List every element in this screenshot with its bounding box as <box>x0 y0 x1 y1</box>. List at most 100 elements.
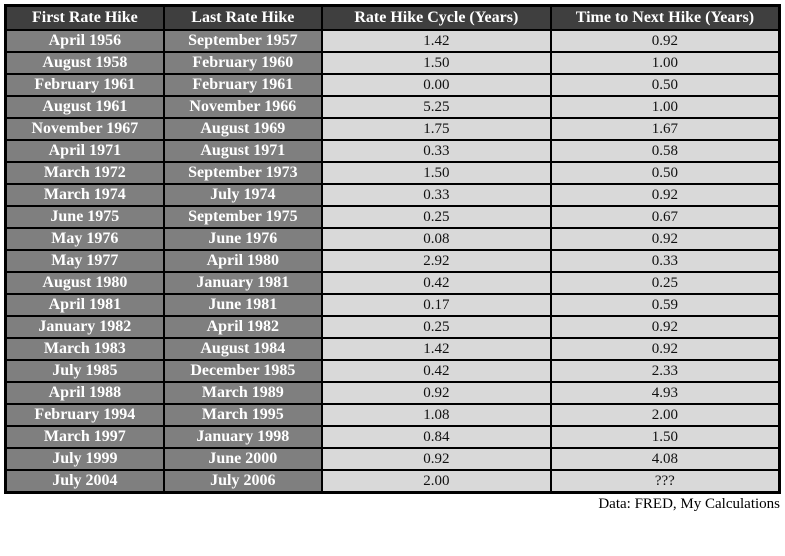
rate-hike-cycle-cell: 0.42 <box>320 359 552 383</box>
time-to-next-hike-cell: 0.50 <box>549 161 781 185</box>
first-rate-hike-cell: March 1997 <box>4 425 165 449</box>
first-rate-hike-cell: July 2004 <box>4 469 165 494</box>
table-row: May 1977 April 1980 2.92 0.33 <box>4 249 781 273</box>
last-rate-hike-cell: March 1995 <box>162 403 323 427</box>
rate-hike-cycle-cell: 2.92 <box>320 249 552 273</box>
column-header-time-to-next-hike: Time to Next Hike (Years) <box>549 4 781 31</box>
rate-hike-cycle-cell: 1.50 <box>320 51 552 75</box>
first-rate-hike-cell: June 1975 <box>4 205 165 229</box>
rate-hike-cycle-cell: 0.92 <box>320 447 552 471</box>
rate-hike-cycle-cell: 1.50 <box>320 161 552 185</box>
time-to-next-hike-cell: 2.00 <box>549 403 781 427</box>
first-rate-hike-cell: August 1980 <box>4 271 165 295</box>
first-rate-hike-cell: March 1983 <box>4 337 165 361</box>
rate-hike-cycle-cell: 1.75 <box>320 117 552 141</box>
rate-hike-cycle-cell: 0.42 <box>320 271 552 295</box>
rate-hike-cycle-cell: 1.08 <box>320 403 552 427</box>
first-rate-hike-cell: August 1961 <box>4 95 165 119</box>
rate-hike-cycle-cell: 2.00 <box>320 469 552 494</box>
time-to-next-hike-cell: 0.33 <box>549 249 781 273</box>
column-header-first-rate-hike: First Rate Hike <box>4 4 165 31</box>
table-row: August 1980 January 1981 0.42 0.25 <box>4 271 781 295</box>
table-row: August 1961 November 1966 5.25 1.00 <box>4 95 781 119</box>
last-rate-hike-cell: February 1960 <box>162 51 323 75</box>
rate-hike-table: First Rate Hike Last Rate Hike Rate Hike… <box>4 4 781 494</box>
first-rate-hike-cell: April 1981 <box>4 293 165 317</box>
last-rate-hike-cell: January 1981 <box>162 271 323 295</box>
table-row: March 1974 July 1974 0.33 0.92 <box>4 183 781 207</box>
table-row: February 1961 February 1961 0.00 0.50 <box>4 73 781 97</box>
time-to-next-hike-cell: 0.50 <box>549 73 781 97</box>
time-to-next-hike-cell: 0.92 <box>549 227 781 251</box>
last-rate-hike-cell: July 1974 <box>162 183 323 207</box>
rate-hike-cycle-cell: 0.33 <box>320 183 552 207</box>
time-to-next-hike-cell: 0.92 <box>549 183 781 207</box>
rate-hike-cycle-cell: 1.42 <box>320 29 552 53</box>
time-to-next-hike-cell: 0.59 <box>549 293 781 317</box>
data-source-credit: Data: FRED, My Calculations <box>598 496 780 512</box>
time-to-next-hike-cell: 1.67 <box>549 117 781 141</box>
last-rate-hike-cell: March 1989 <box>162 381 323 405</box>
table-row: March 1983 August 1984 1.42 0.92 <box>4 337 781 361</box>
last-rate-hike-cell: April 1980 <box>162 249 323 273</box>
table-row: July 1985 December 1985 0.42 2.33 <box>4 359 781 383</box>
time-to-next-hike-cell: ??? <box>549 469 781 494</box>
first-rate-hike-cell: July 1985 <box>4 359 165 383</box>
time-to-next-hike-cell: 1.50 <box>549 425 781 449</box>
table-row: February 1994 March 1995 1.08 2.00 <box>4 403 781 427</box>
column-header-rate-hike-cycle: Rate Hike Cycle (Years) <box>320 4 552 31</box>
table-row: July 2004 July 2006 2.00??? <box>4 469 781 494</box>
time-to-next-hike-cell: 0.25 <box>549 271 781 295</box>
table-row: April 1956 September 1957 1.42 0.92 <box>4 29 781 53</box>
time-to-next-hike-cell: 1.00 <box>549 51 781 75</box>
first-rate-hike-cell: November 1967 <box>4 117 165 141</box>
last-rate-hike-cell: September 1957 <box>162 29 323 53</box>
first-rate-hike-cell: May 1977 <box>4 249 165 273</box>
last-rate-hike-cell: August 1969 <box>162 117 323 141</box>
rate-hike-cycle-cell: 1.42 <box>320 337 552 361</box>
rate-hike-cycle-cell: 0.25 <box>320 315 552 339</box>
table-row: August 1958 February 1960 1.50 1.00 <box>4 51 781 75</box>
table-row: March 1972 September 1973 1.50 0.50 <box>4 161 781 185</box>
first-rate-hike-cell: May 1976 <box>4 227 165 251</box>
first-rate-hike-cell: August 1958 <box>4 51 165 75</box>
rate-hike-cycle-cell: 0.92 <box>320 381 552 405</box>
first-rate-hike-cell: April 1988 <box>4 381 165 405</box>
last-rate-hike-cell: February 1961 <box>162 73 323 97</box>
first-rate-hike-cell: July 1999 <box>4 447 165 471</box>
time-to-next-hike-cell: 1.00 <box>549 95 781 119</box>
rate-hike-cycle-cell: 0.25 <box>320 205 552 229</box>
table-row: April 1988 March 1989 0.92 4.93 <box>4 381 781 405</box>
first-rate-hike-cell: April 1956 <box>4 29 165 53</box>
first-rate-hike-cell: March 1974 <box>4 183 165 207</box>
table-row: April 1971 August 1971 0.33 0.58 <box>4 139 781 163</box>
first-rate-hike-cell: February 1961 <box>4 73 165 97</box>
first-rate-hike-cell: March 1972 <box>4 161 165 185</box>
time-to-next-hike-cell: 4.93 <box>549 381 781 405</box>
time-to-next-hike-cell: 4.08 <box>549 447 781 471</box>
last-rate-hike-cell: June 2000 <box>162 447 323 471</box>
last-rate-hike-cell: July 2006 <box>162 469 323 494</box>
first-rate-hike-cell: February 1994 <box>4 403 165 427</box>
last-rate-hike-cell: June 1981 <box>162 293 323 317</box>
last-rate-hike-cell: December 1985 <box>162 359 323 383</box>
time-to-next-hike-cell: 0.58 <box>549 139 781 163</box>
last-rate-hike-cell: November 1966 <box>162 95 323 119</box>
table-row: March 1997 January 1998 0.84 1.50 <box>4 425 781 449</box>
time-to-next-hike-cell: 0.92 <box>549 337 781 361</box>
rate-hike-cycle-cell: 5.25 <box>320 95 552 119</box>
table-row: July 1999 June 2000 0.92 4.08 <box>4 447 781 471</box>
first-rate-hike-cell: January 1982 <box>4 315 165 339</box>
last-rate-hike-cell: June 1976 <box>162 227 323 251</box>
table-body: April 1956 September 1957 1.42 0.92 August 1… <box>4 29 781 494</box>
header-row: First Rate Hike Last Rate Hike Rate Hike… <box>4 4 781 31</box>
rate-hike-cycle-cell: 0.33 <box>320 139 552 163</box>
table-row: November 1967 August 1969 1.75 1.67 <box>4 117 781 141</box>
rate-hike-cycle-cell: 0.17 <box>320 293 552 317</box>
time-to-next-hike-cell: 0.92 <box>549 315 781 339</box>
column-header-last-rate-hike: Last Rate Hike <box>162 4 323 31</box>
last-rate-hike-cell: September 1975 <box>162 205 323 229</box>
table-row: January 1982 April 1982 0.25 0.92 <box>4 315 781 339</box>
table-row: April 1981 June 1981 0.17 0.59 <box>4 293 781 317</box>
